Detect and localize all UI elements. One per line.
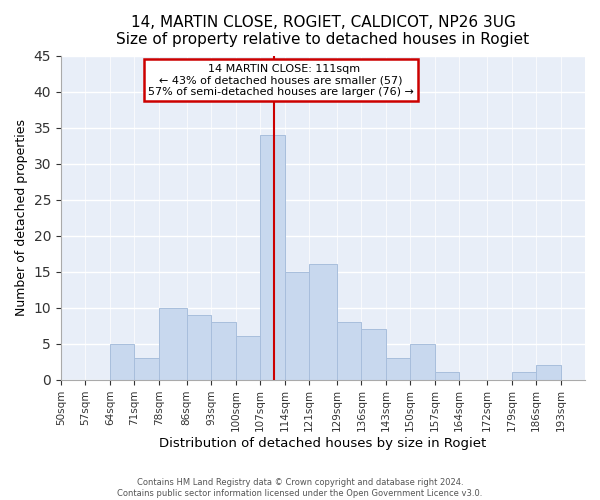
Bar [236,336,260,380]
Bar [386,358,410,380]
Bar [361,329,386,380]
Bar [435,372,459,380]
X-axis label: Distribution of detached houses by size in Rogiet: Distribution of detached houses by size … [160,437,487,450]
Bar [309,264,337,380]
Y-axis label: Number of detached properties: Number of detached properties [15,119,28,316]
Bar [187,315,211,380]
Text: Contains HM Land Registry data © Crown copyright and database right 2024.
Contai: Contains HM Land Registry data © Crown c… [118,478,482,498]
Bar [410,344,435,380]
Bar [110,344,134,380]
Bar [512,372,536,380]
Bar [337,322,361,380]
Bar [159,308,187,380]
Bar [211,322,236,380]
Title: 14, MARTIN CLOSE, ROGIET, CALDICOT, NP26 3UG
Size of property relative to detach: 14, MARTIN CLOSE, ROGIET, CALDICOT, NP26… [116,15,530,48]
Bar [284,272,309,380]
Bar [536,365,560,380]
Bar [260,134,284,380]
Text: 14 MARTIN CLOSE: 111sqm
← 43% of detached houses are smaller (57)
57% of semi-de: 14 MARTIN CLOSE: 111sqm ← 43% of detache… [148,64,414,97]
Bar [134,358,159,380]
